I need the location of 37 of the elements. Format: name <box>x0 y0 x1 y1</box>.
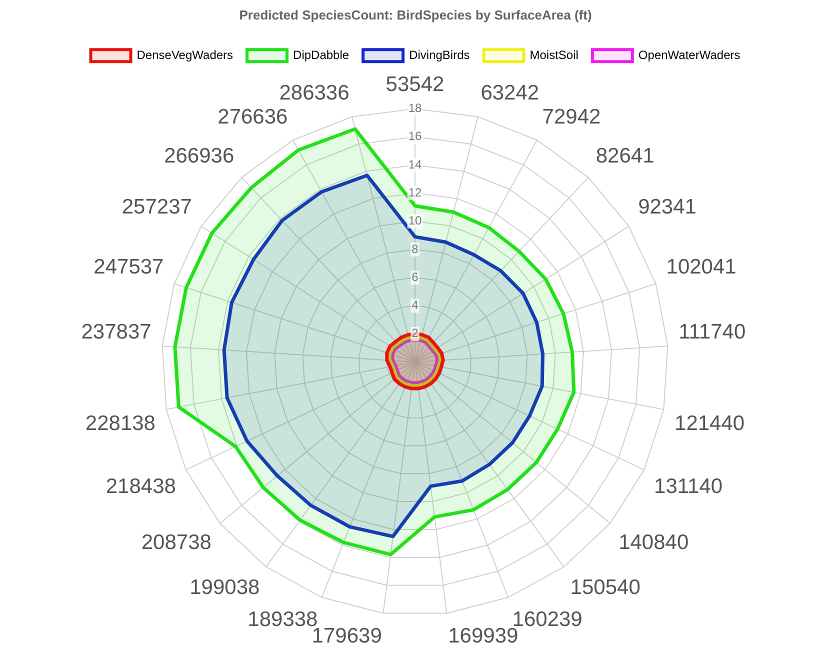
y-tick-label: 10 <box>408 214 422 228</box>
spoke-label: 208738 <box>141 530 212 554</box>
spoke-label: 150540 <box>570 576 640 600</box>
spoke-label: 237837 <box>81 320 152 344</box>
spoke-label: 276636 <box>218 106 288 129</box>
y-tick-label: 16 <box>408 129 422 144</box>
y-tick-label: 8 <box>412 242 419 256</box>
legend-label: MoistSoil <box>530 48 578 62</box>
spoke-label: 63242 <box>480 81 540 104</box>
chart-title: Predicted SpeciesCount: BirdSpecies by SurfaceArea (ft) <box>239 7 592 22</box>
spoke-label: 111740 <box>678 320 746 344</box>
spoke-label: 82641 <box>596 144 654 168</box>
spoke-label: 199038 <box>190 576 260 600</box>
y-tick-label: 2 <box>412 326 419 340</box>
spoke-label: 169939 <box>448 624 518 648</box>
legend-label: DivingBirds <box>409 48 470 62</box>
legend-label: DenseVegWaders <box>136 48 234 62</box>
spoke-label: 121440 <box>674 412 745 435</box>
spoke-label: 218438 <box>106 474 176 498</box>
spoke-label: 257237 <box>122 196 192 219</box>
spoke-label: 53542 <box>386 72 444 96</box>
spoke-label: 140840 <box>618 530 689 554</box>
legend-label: OpenWaterWaders <box>638 48 740 62</box>
spoke-label: 131140 <box>654 474 723 498</box>
y-tick-label: 12 <box>408 186 422 200</box>
spoke-label: 228138 <box>85 412 156 435</box>
y-tick-label: 14 <box>408 157 422 172</box>
spoke-label: 266936 <box>164 144 234 168</box>
y-tick-label: 6 <box>412 270 419 284</box>
legend-label: DipDabble <box>293 48 350 62</box>
spoke-label: 72942 <box>542 106 601 129</box>
spoke-label: 92341 <box>638 196 696 219</box>
spoke-label: 247537 <box>94 256 164 279</box>
y-tick-label: 4 <box>412 298 419 312</box>
y-tick-label: 18 <box>408 101 422 116</box>
spoke-label: 286336 <box>279 81 350 104</box>
spoke-label: 102041 <box>666 256 736 279</box>
